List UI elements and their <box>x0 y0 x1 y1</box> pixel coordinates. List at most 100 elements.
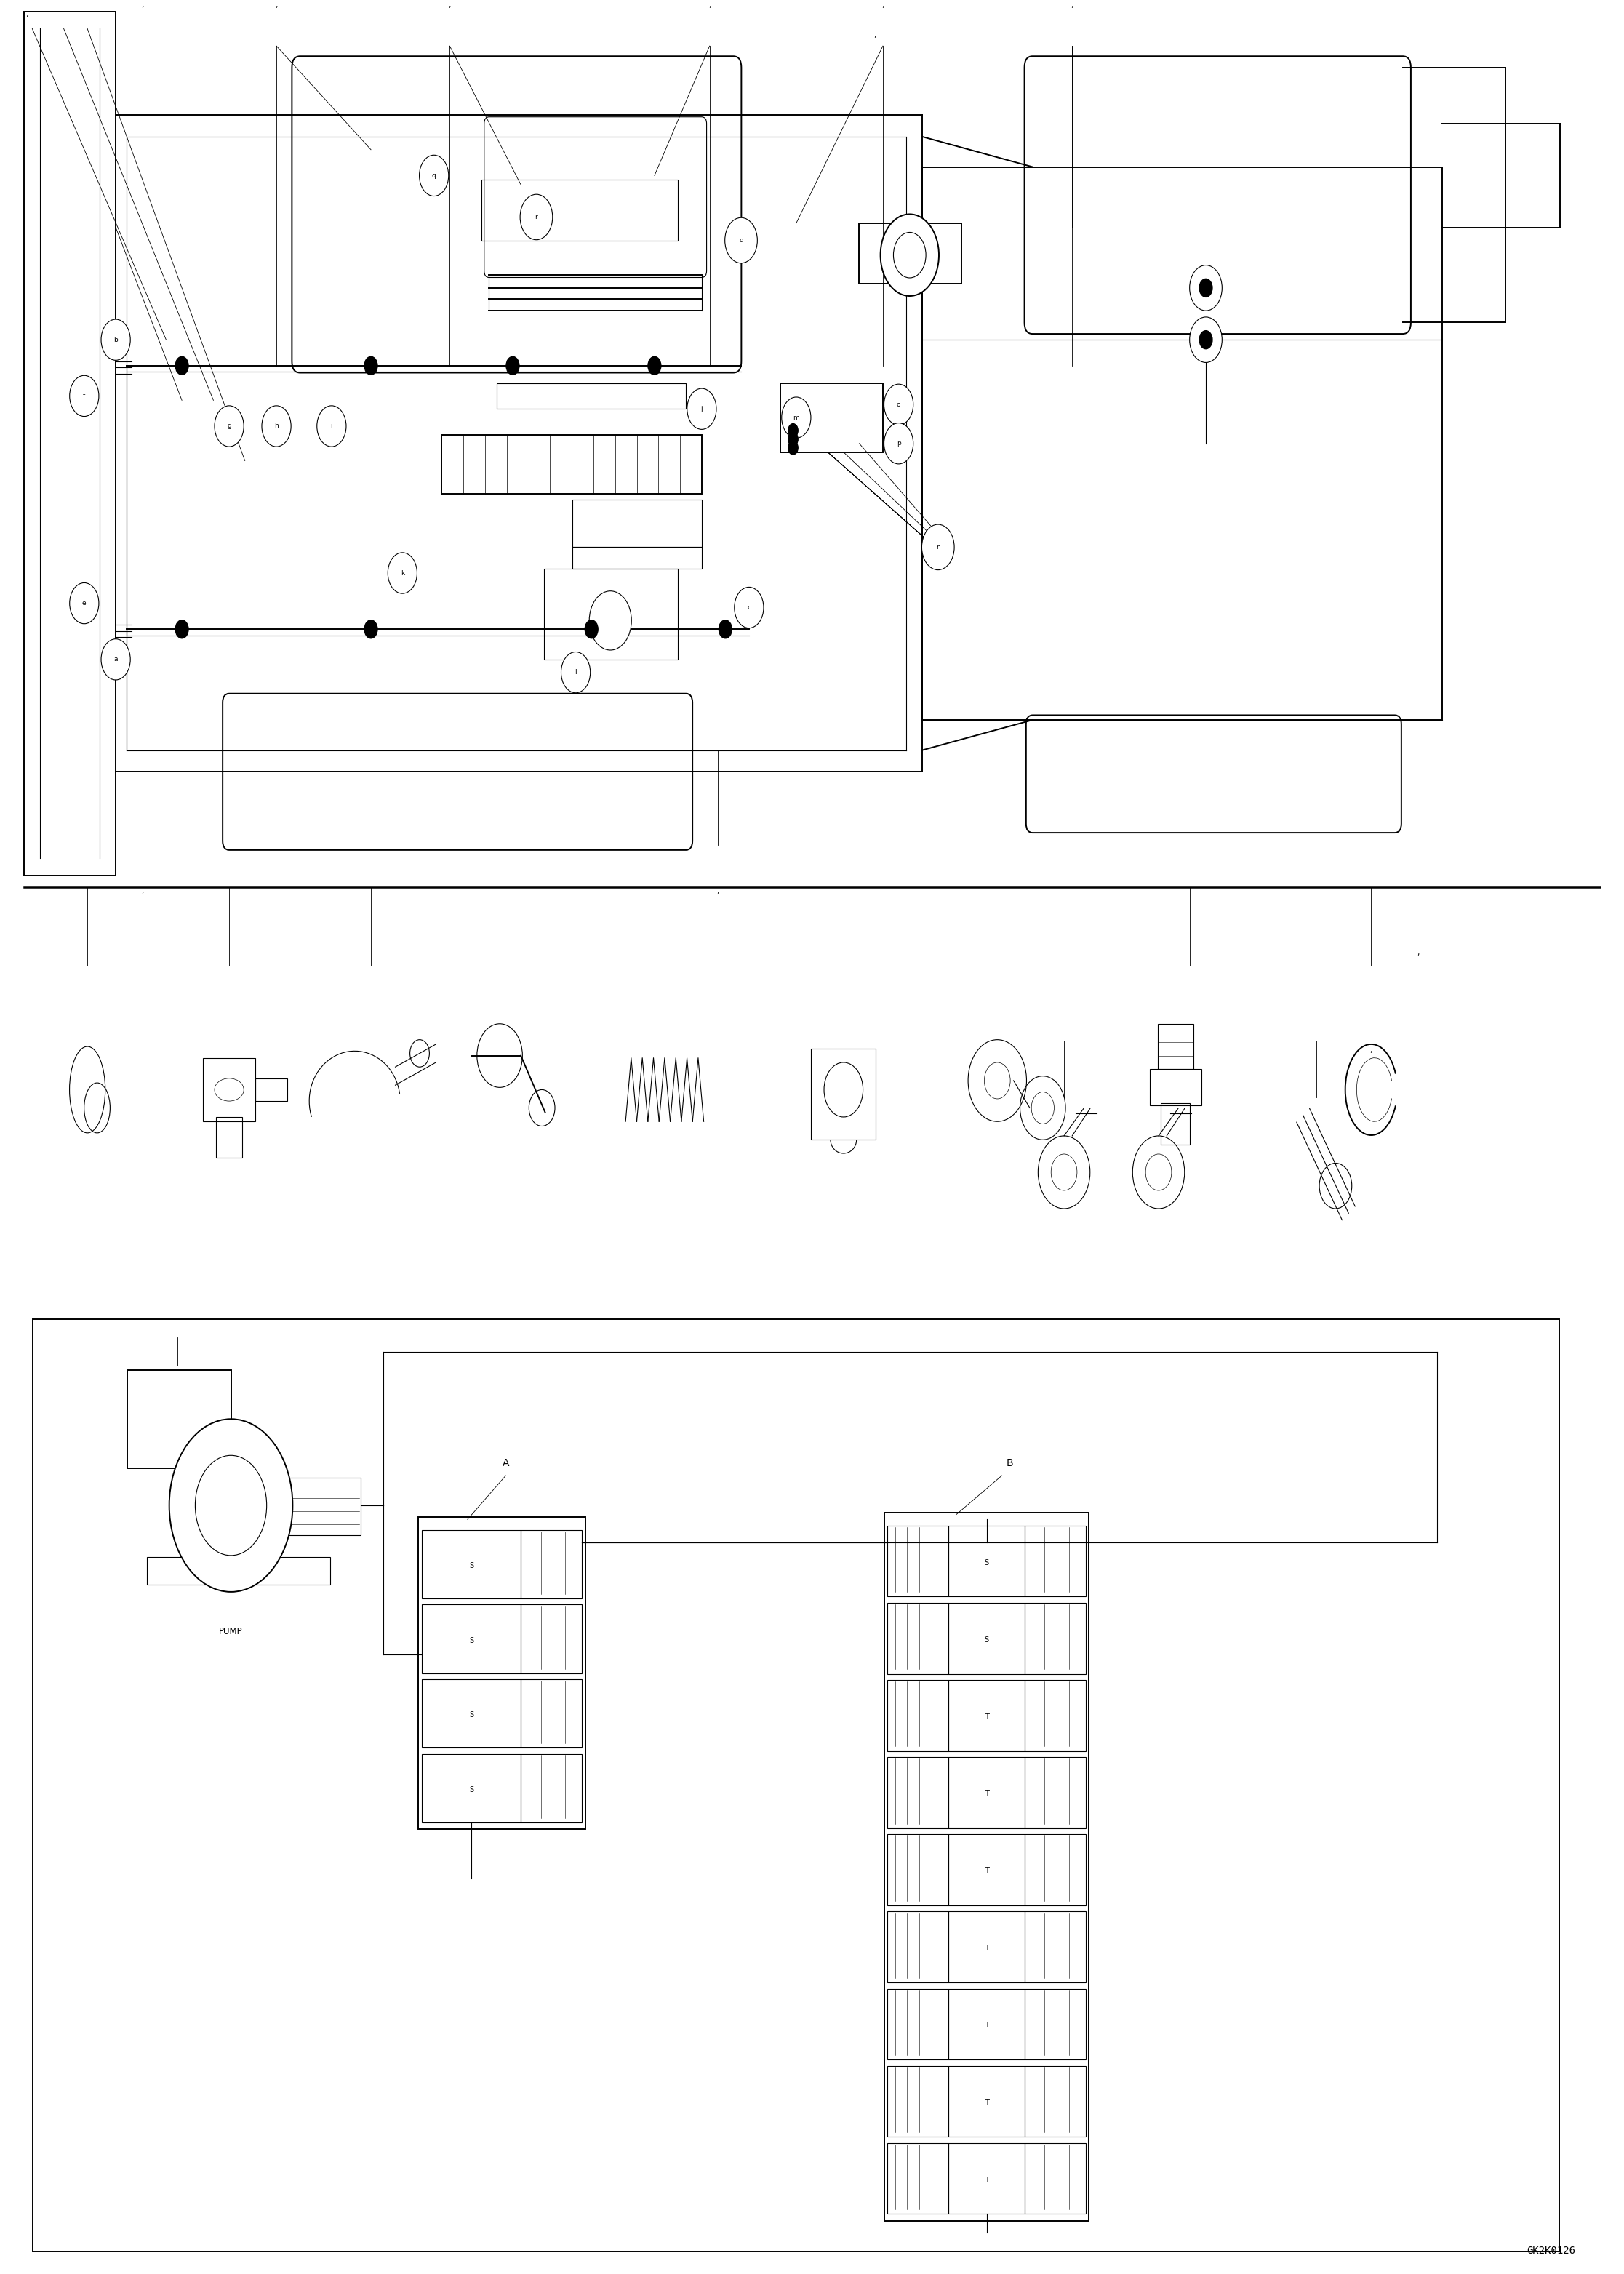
Text: ,: , <box>1070 2 1073 9</box>
Text: r: r <box>534 214 538 221</box>
Text: ,: , <box>274 2 278 9</box>
Bar <box>216 1117 242 1157</box>
Bar <box>127 1371 231 1469</box>
Circle shape <box>388 553 417 594</box>
Bar <box>419 1517 585 1828</box>
Bar <box>521 1678 581 1749</box>
Bar <box>948 2065 1025 2138</box>
Text: PUMP: PUMP <box>219 1626 244 1635</box>
Text: ,: , <box>1418 948 1419 955</box>
Bar <box>1025 1912 1086 1983</box>
Circle shape <box>687 389 716 430</box>
Bar <box>289 1478 361 1535</box>
Text: a: a <box>114 657 117 662</box>
Bar <box>24 11 115 875</box>
Bar <box>887 1835 948 1906</box>
Bar <box>442 434 702 493</box>
Circle shape <box>507 357 520 375</box>
Bar <box>948 1835 1025 1906</box>
Circle shape <box>70 582 99 623</box>
Circle shape <box>648 357 661 375</box>
Text: S: S <box>469 1785 474 1794</box>
Circle shape <box>1189 266 1221 312</box>
Text: ,: , <box>141 2 145 9</box>
Text: S: S <box>984 1635 989 1644</box>
Bar <box>948 1680 1025 1751</box>
Circle shape <box>922 525 955 571</box>
Bar <box>1025 1758 1086 1828</box>
Text: S: S <box>469 1562 474 1569</box>
Text: ,: , <box>141 887 145 894</box>
Text: A: A <box>502 1458 510 1469</box>
Bar <box>32 1319 1559 2251</box>
Bar <box>422 1753 521 1821</box>
Circle shape <box>880 214 939 296</box>
Text: T: T <box>984 1867 989 1876</box>
Circle shape <box>175 357 188 375</box>
Bar <box>859 223 961 284</box>
Text: c: c <box>747 605 750 612</box>
Text: B: B <box>1005 1458 1013 1469</box>
Circle shape <box>70 375 99 416</box>
Text: h: h <box>274 423 278 430</box>
Text: q: q <box>432 173 435 180</box>
Text: ,: , <box>716 887 719 894</box>
Text: ,: , <box>882 2 883 9</box>
Text: f: f <box>83 393 86 400</box>
Bar <box>1025 2142 1086 2215</box>
Bar <box>573 500 702 548</box>
Text: ,: , <box>874 32 877 39</box>
Bar <box>887 1680 948 1751</box>
Circle shape <box>169 1419 292 1592</box>
Bar <box>948 1526 1025 1596</box>
Bar <box>521 1530 581 1599</box>
Text: n: n <box>935 543 940 550</box>
Circle shape <box>883 423 913 464</box>
Bar <box>887 1603 948 1674</box>
Bar <box>422 1605 521 1674</box>
Bar <box>255 1078 287 1101</box>
Bar <box>497 382 685 409</box>
Text: g: g <box>227 423 231 430</box>
Bar <box>1161 1103 1190 1144</box>
Text: ,: , <box>448 2 451 9</box>
Bar <box>1025 1987 1086 2060</box>
Bar <box>887 2065 948 2138</box>
Circle shape <box>317 405 346 446</box>
Text: l: l <box>575 669 577 675</box>
Bar <box>887 2142 948 2215</box>
Bar <box>948 1603 1025 1674</box>
Text: b: b <box>114 337 119 343</box>
Text: -: - <box>19 116 23 125</box>
Bar <box>1150 1069 1202 1105</box>
Text: m: m <box>793 414 799 421</box>
Bar <box>521 1605 581 1674</box>
Circle shape <box>788 432 797 446</box>
Circle shape <box>590 591 632 650</box>
Bar <box>948 1912 1025 1983</box>
Bar <box>948 2142 1025 2215</box>
Circle shape <box>788 423 797 437</box>
Bar <box>948 1758 1025 1828</box>
Bar <box>544 568 679 659</box>
Bar <box>887 1912 948 1983</box>
Circle shape <box>261 405 291 446</box>
Bar <box>481 180 679 241</box>
Text: ,: , <box>708 2 711 9</box>
Bar <box>1025 1526 1086 1596</box>
Text: k: k <box>401 571 404 575</box>
Bar <box>1025 2065 1086 2138</box>
Bar <box>1025 1603 1086 1674</box>
Bar <box>422 1678 521 1749</box>
Text: o: o <box>896 400 901 407</box>
Bar <box>883 1512 1090 2222</box>
Text: ,: , <box>26 9 29 18</box>
Text: S: S <box>469 1637 474 1644</box>
Circle shape <box>175 621 188 639</box>
Text: p: p <box>896 441 901 446</box>
Circle shape <box>788 441 797 455</box>
Bar <box>948 1987 1025 2060</box>
Text: t: t <box>1205 284 1207 291</box>
Circle shape <box>364 621 377 639</box>
Bar <box>887 1758 948 1828</box>
